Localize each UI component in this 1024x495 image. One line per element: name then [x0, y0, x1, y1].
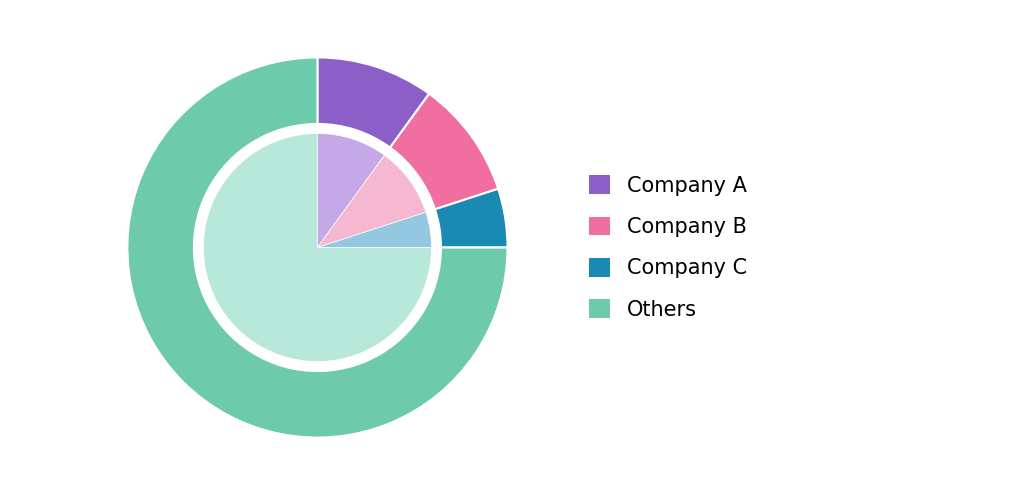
Wedge shape [127, 57, 508, 438]
Legend: Company A, Company B, Company C, Others: Company A, Company B, Company C, Others [589, 175, 746, 320]
Wedge shape [204, 134, 431, 361]
Wedge shape [317, 155, 426, 248]
Wedge shape [317, 57, 429, 148]
Wedge shape [317, 134, 384, 248]
Wedge shape [317, 212, 431, 248]
Wedge shape [435, 189, 508, 248]
Wedge shape [390, 94, 499, 209]
